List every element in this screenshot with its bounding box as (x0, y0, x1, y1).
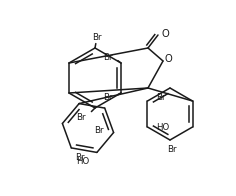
Text: Br: Br (103, 93, 113, 102)
Text: Br: Br (167, 145, 177, 154)
Text: Br: Br (103, 53, 113, 62)
Text: HO: HO (76, 157, 89, 166)
Text: Br: Br (75, 153, 85, 162)
Text: O: O (164, 54, 172, 64)
Text: HO: HO (156, 122, 170, 132)
Text: Br: Br (92, 33, 102, 42)
Text: Br: Br (76, 113, 86, 122)
Text: O: O (161, 29, 169, 39)
Text: Br: Br (94, 126, 104, 135)
Text: Br: Br (156, 93, 166, 102)
